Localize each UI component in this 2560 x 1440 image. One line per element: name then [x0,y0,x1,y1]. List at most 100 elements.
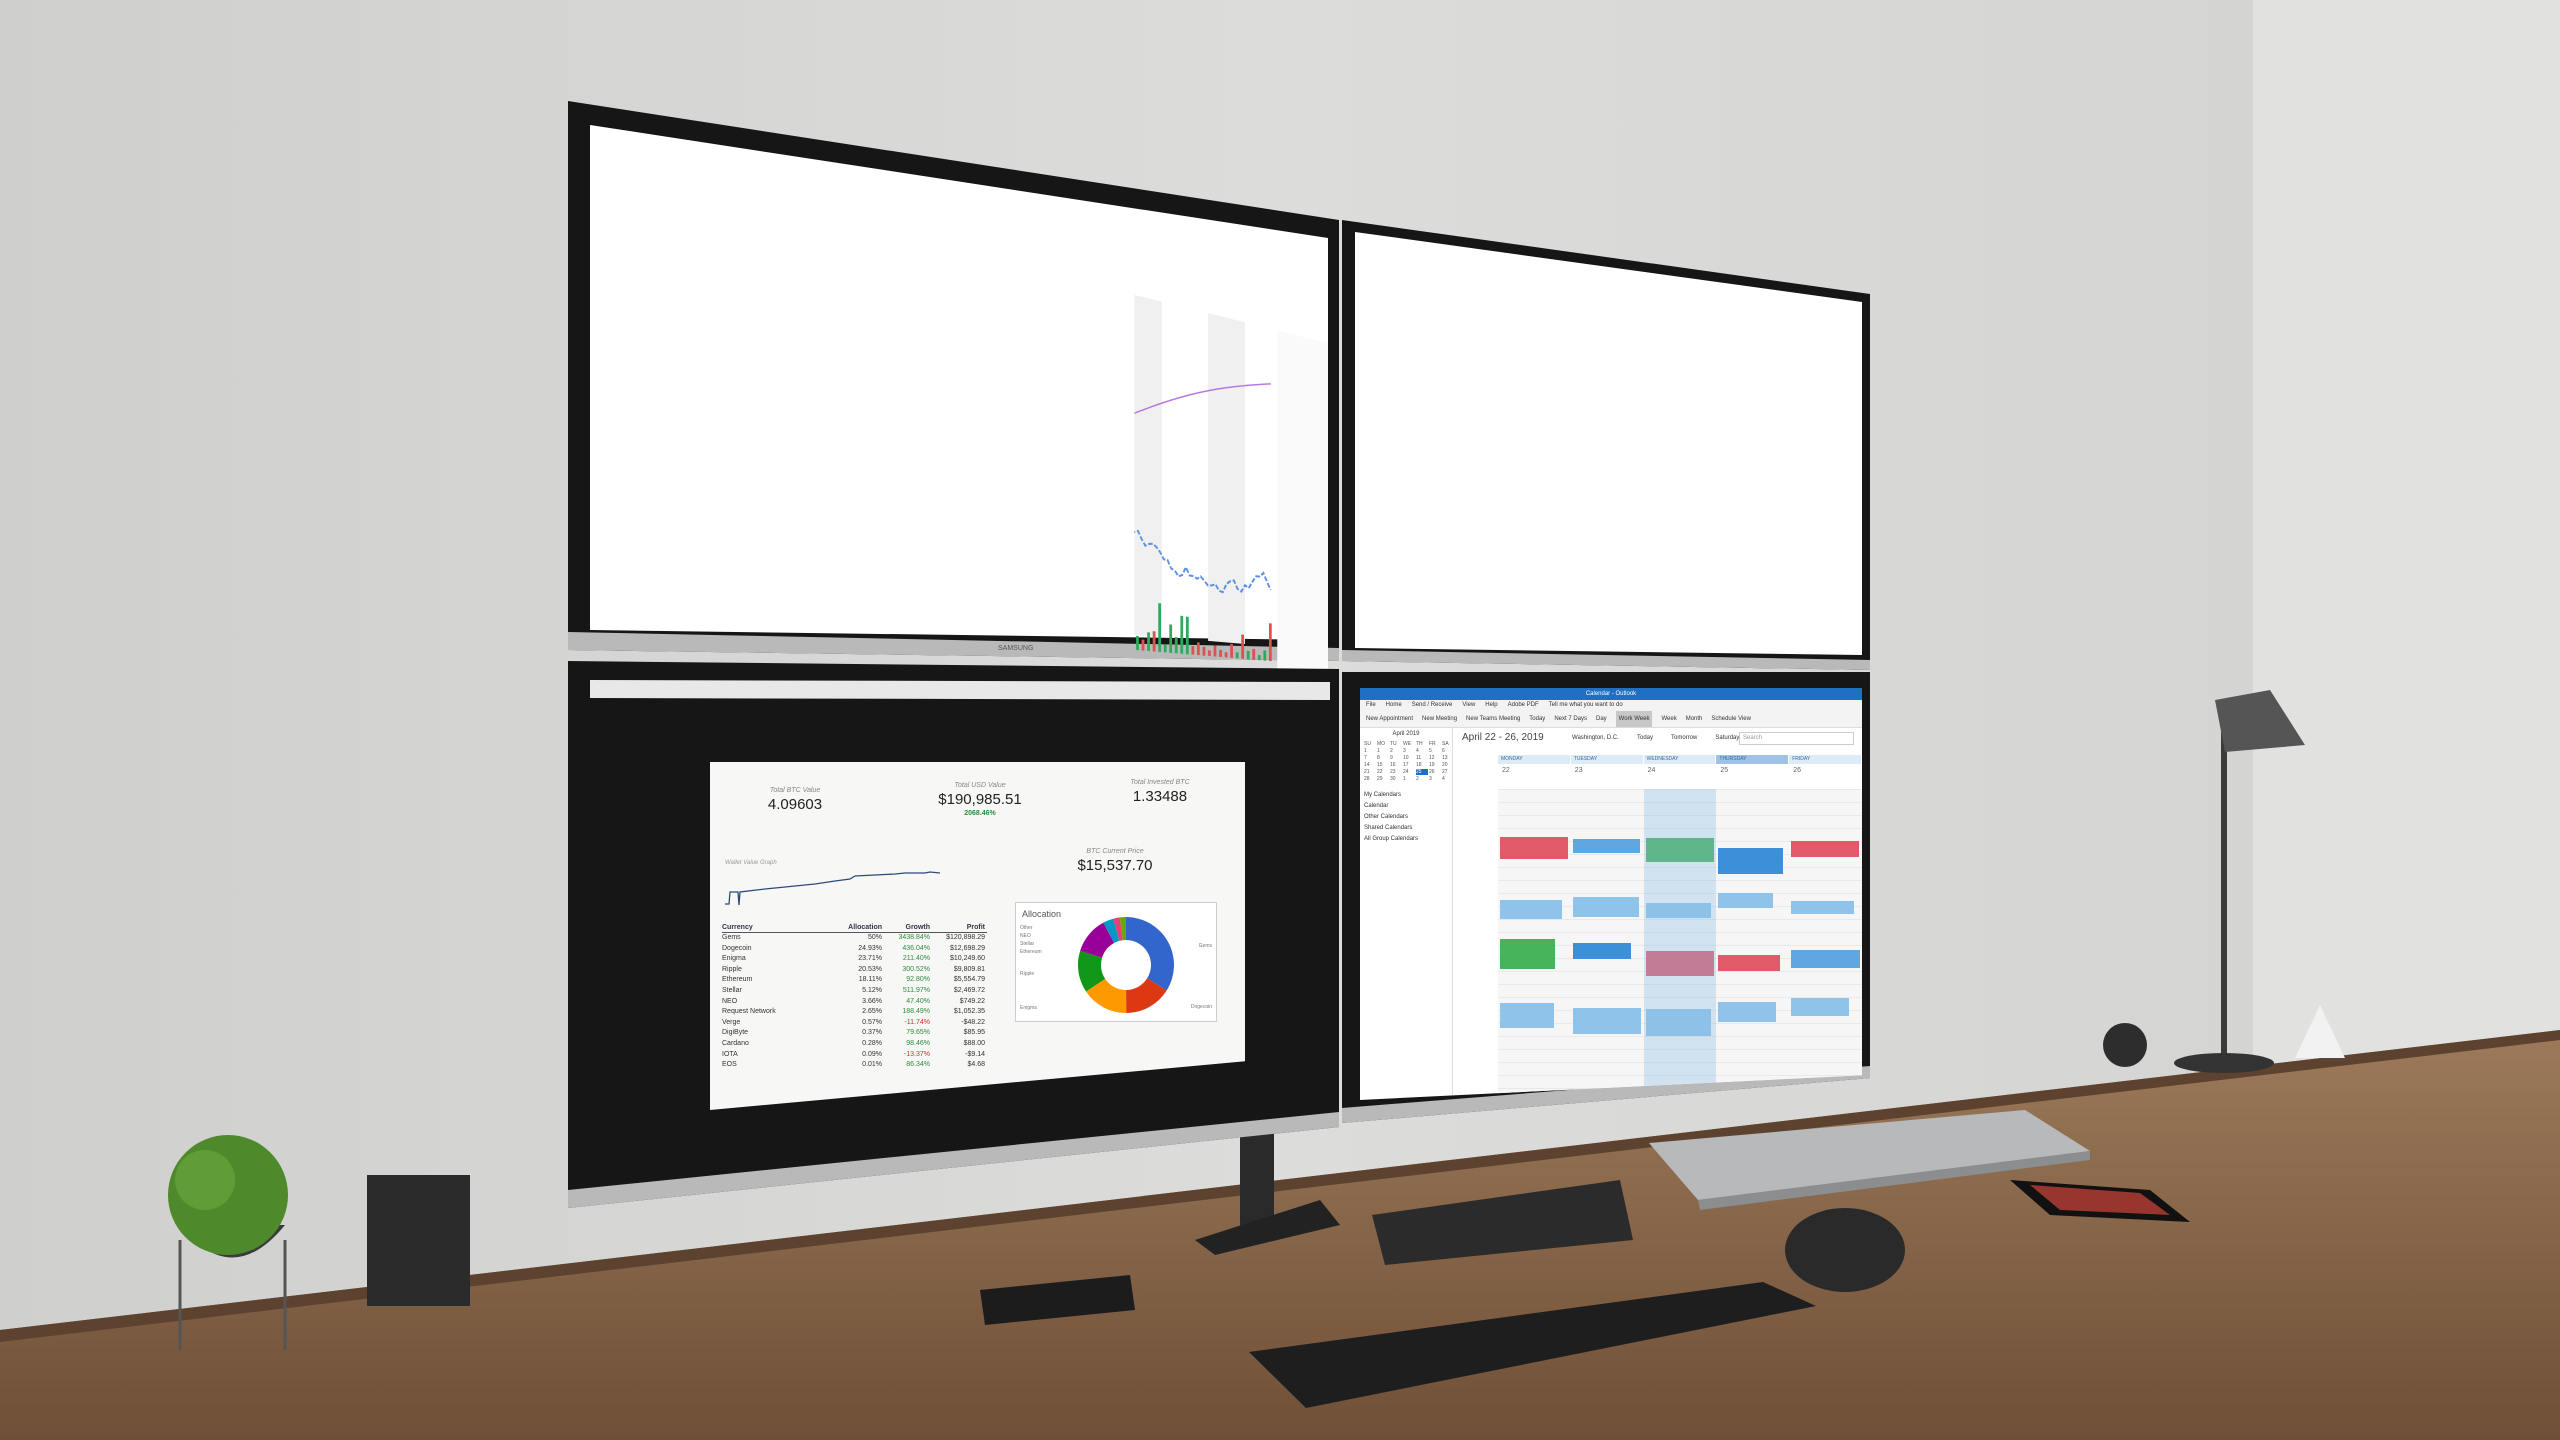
mini-day[interactable]: 1 [1364,748,1367,754]
menu-item[interactable]: Adobe PDF [1507,702,1539,708]
calendar-event[interactable] [1791,900,1854,915]
calendar-event[interactable] [1645,838,1714,862]
mini-day[interactable]: 9 [1390,755,1393,761]
table-row: Cardano 0.28% 98.46% $88.00 [722,1039,987,1050]
mini-day[interactable]: 28 [1364,776,1370,782]
menu-item[interactable]: Help [1485,702,1498,708]
calendar-event[interactable] [1572,1007,1641,1035]
search-input[interactable]: Search [1739,732,1854,745]
day-header[interactable]: FRIDAY [1789,755,1862,764]
ribbon-button[interactable]: Week [1661,716,1677,722]
mini-day[interactable]: 4 [1442,776,1445,782]
date-range: April 22 - 26, 2019 [1462,732,1544,743]
mini-day[interactable]: 22 [1377,769,1383,775]
total-invested-stat: Total Invested BTC 1.33488 [1080,779,1240,805]
mini-day[interactable]: 6 [1442,748,1445,754]
mini-day[interactable]: 23 [1390,769,1396,775]
calendar-event[interactable] [1572,839,1641,853]
mini-day[interactable]: 27 [1442,769,1448,775]
calendar-grid[interactable] [1498,789,1862,1100]
mini-day[interactable]: 26 [1429,769,1435,775]
day-header[interactable]: THURSDAY [1716,755,1790,764]
ribbon-button[interactable]: Month [1685,716,1703,722]
day-header[interactable]: WEDNESDAY [1643,755,1717,764]
ribbon-button[interactable]: Next 7 Days [1554,716,1587,722]
ribbon-button[interactable]: Today [1529,716,1546,722]
calendar-event[interactable] [1572,896,1639,917]
calendar-event[interactable] [1791,950,1861,968]
menu-item[interactable]: File [1366,702,1376,708]
mini-day[interactable]: 24 [1403,769,1409,775]
calendar-event[interactable] [1572,943,1631,959]
day-header[interactable]: TUESDAY [1570,755,1644,764]
mini-day[interactable]: 16 [1390,762,1396,768]
mini-day[interactable]: 21 [1364,769,1370,775]
table-row: Ripple 20.53% 300.52% $9,809.81 [722,965,987,976]
mini-day[interactable]: 19 [1429,762,1435,768]
weekday-label: TU [1390,741,1397,747]
cell-allocation: 0.37% [862,1029,882,1037]
mini-day[interactable]: 18 [1416,762,1422,768]
calendar-event[interactable] [1500,939,1555,970]
calendar-event[interactable] [1500,837,1568,859]
calendar-event[interactable] [1718,1001,1777,1022]
menu-item[interactable]: Send / Receive [1411,702,1453,708]
mini-day[interactable]: 1 [1403,776,1406,782]
day-number: 25 [1720,767,1729,774]
day-header[interactable]: MONDAY [1498,755,1571,764]
menu-item[interactable]: Tell me what you want to do [1548,702,1623,708]
mini-day[interactable]: 25 [1416,769,1428,775]
sidebar-calendar-item[interactable]: Calendar [1364,803,1389,809]
sidebar-calendar-item[interactable]: My Calendars [1364,792,1402,798]
calendar-event[interactable] [1718,847,1783,875]
wallet-value-graph [725,871,941,906]
ribbon-button[interactable]: New Appointment [1366,716,1414,722]
calendar-event[interactable] [1500,1002,1555,1029]
mini-day[interactable]: 17 [1403,762,1409,768]
sidebar-calendar-item[interactable]: Shared Calendars [1364,825,1413,831]
mini-day[interactable]: 5 [1429,748,1432,754]
calendar-event[interactable] [1791,997,1849,1017]
volume-bar [1224,652,1228,658]
sidebar-calendar-item[interactable]: All Group Calendars [1364,836,1419,842]
mini-day[interactable]: 8 [1377,755,1380,761]
mini-day[interactable]: 7 [1364,755,1367,761]
ribbon-button[interactable]: Day [1596,716,1607,722]
calendar-event[interactable] [1645,950,1714,976]
mini-day[interactable]: 4 [1416,748,1419,754]
volume-bar [1246,650,1250,660]
calendar-event[interactable] [1718,955,1781,972]
calendar-event[interactable] [1645,903,1712,918]
ribbon-button[interactable]: New Teams Meeting [1466,716,1521,722]
mini-day[interactable]: 1 [1377,748,1380,754]
calendar-event[interactable] [1645,1009,1711,1036]
mini-day[interactable]: 12 [1429,755,1435,761]
mini-day[interactable]: 29 [1377,776,1383,782]
mini-day[interactable]: 2 [1390,748,1393,754]
mini-day[interactable]: 10 [1403,755,1409,761]
lamp-base [2174,1053,2274,1073]
ribbon-button[interactable]: Schedule View [1711,716,1751,722]
cell-profit: $1,052.35 [953,1008,985,1016]
mini-day[interactable]: 3 [1403,748,1406,754]
weather-location[interactable]: Washington, D.C. [1572,735,1619,741]
mini-day[interactable]: 14 [1364,762,1370,768]
volume-bar [1180,615,1184,654]
menu-item[interactable]: View [1462,702,1476,708]
mini-day[interactable]: 13 [1442,755,1448,761]
ribbon-button[interactable]: Work Week [1615,711,1653,727]
mini-day[interactable]: 20 [1442,762,1448,768]
table-row: DigiByte 0.37% 79.65% $85.95 [722,1028,987,1039]
mini-calendar[interactable]: SU MO TU WE TH FR SA 1 1 2 3 4 5 6 7 8 9 10 11 12 13 14 15 16 17… [1360,737,1452,786]
mini-day[interactable]: 2 [1416,776,1419,782]
calendar-event[interactable] [1791,840,1859,858]
menu-home[interactable]: Home [1385,702,1402,708]
sidebar-calendar-item[interactable]: Other Calendars [1364,814,1409,820]
ribbon-button[interactable]: New Meeting [1422,716,1458,722]
mini-day[interactable]: 30 [1390,776,1396,782]
mini-day[interactable]: 11 [1416,755,1422,761]
calendar-event[interactable] [1718,893,1773,908]
mini-day[interactable]: 15 [1377,762,1383,768]
mini-day[interactable]: 3 [1429,776,1432,782]
calendar-event[interactable] [1500,900,1562,920]
